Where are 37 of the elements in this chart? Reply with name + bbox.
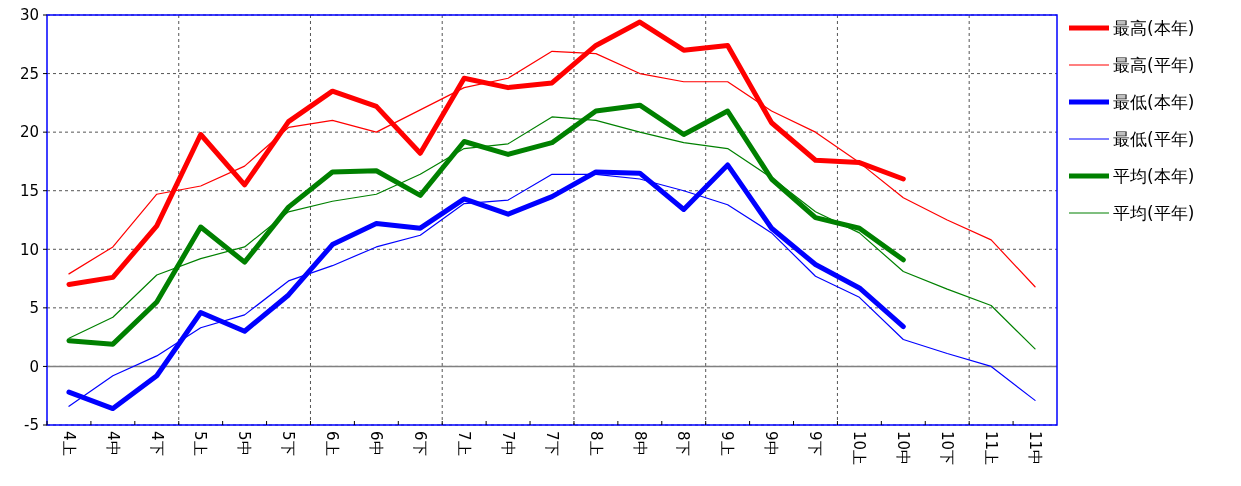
y-tick-label: 20 <box>19 123 39 142</box>
x-tick-label: 7上 <box>454 431 473 456</box>
x-tick-label: 4中 <box>103 431 122 456</box>
x-tick-label: 4上 <box>59 431 78 456</box>
x-tick-label: 10中 <box>894 431 913 466</box>
x-tick-label: 10下 <box>937 431 956 466</box>
legend-label: 平均(平年) <box>1113 202 1195 223</box>
x-tick-label: 4下 <box>147 431 166 456</box>
x-tick-label: 8下 <box>674 431 693 456</box>
x-tick-label: 5中 <box>235 431 254 456</box>
x-tick-label: 6中 <box>367 431 386 456</box>
legend-label: 最低(平年) <box>1113 128 1195 149</box>
legend-label: 平均(本年) <box>1113 165 1195 186</box>
x-tick-label: 6下 <box>411 431 430 456</box>
x-tick-label: 9中 <box>762 431 781 456</box>
x-tick-label: 8中 <box>630 431 649 456</box>
x-tick-label: 10上 <box>850 431 869 466</box>
x-tick-label: 9上 <box>718 431 737 456</box>
y-tick-label: 30 <box>19 6 39 25</box>
x-tick-label: 7下 <box>542 431 561 456</box>
x-tick-label: 5上 <box>191 431 210 456</box>
x-tick-label: 11中 <box>1025 431 1044 466</box>
legend-label: 最高(平年) <box>1113 54 1195 75</box>
x-tick-label: 7中 <box>498 431 517 456</box>
y-tick-label: 25 <box>19 64 39 83</box>
x-tick-label: 9下 <box>806 431 825 456</box>
legend-label: 最高(本年) <box>1113 17 1195 38</box>
x-tick-label: 6上 <box>323 431 342 456</box>
x-tick-label: 11上 <box>981 431 1000 466</box>
y-tick-label: 0 <box>29 357 39 376</box>
y-tick-label: 5 <box>29 299 39 318</box>
y-tick-label: 15 <box>19 181 39 200</box>
y-tick-label: 10 <box>19 240 39 259</box>
y-tick-label: -5 <box>24 416 39 435</box>
x-tick-label: 5下 <box>279 431 298 456</box>
legend-label: 最低(本年) <box>1113 91 1195 112</box>
x-tick-label: 8上 <box>586 431 605 456</box>
